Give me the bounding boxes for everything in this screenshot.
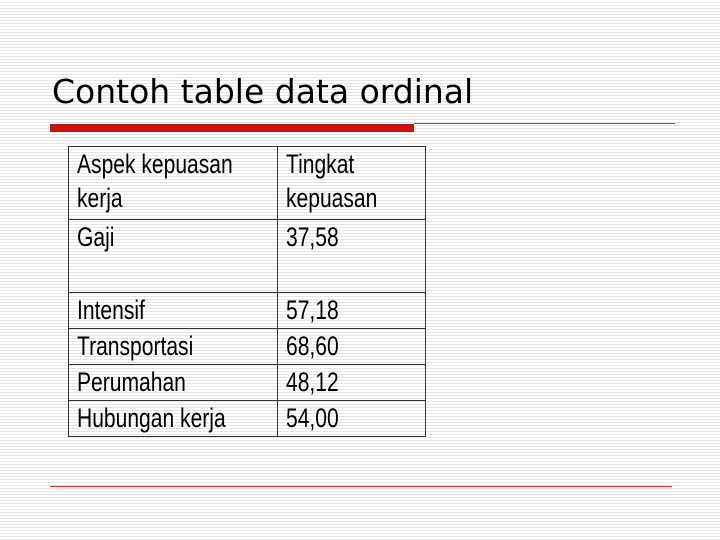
table-row: Hubungan kerja 54,00 (68, 400, 426, 437)
cell-tingkat: 57,18 (276, 292, 426, 329)
cell-aspek: Hubungan kerja (68, 400, 278, 437)
slide-title: Contoh table data ordinal (52, 72, 474, 111)
cell-tingkat: 54,00 (276, 400, 426, 437)
table-row: Intensif 57,18 (68, 292, 426, 329)
cell-aspek: Transportasi (68, 328, 278, 365)
cell-aspek: Gaji (68, 219, 278, 293)
cell-tingkat: 48,12 (276, 364, 426, 401)
cell-aspek: Perumahan (68, 364, 278, 401)
footer-divider-line (50, 486, 672, 487)
table-row: Gaji 37,58 (68, 219, 426, 293)
header-cell: Aspek kepuasan kerja (68, 146, 278, 220)
data-table: Aspek kepuasan kerja Tingkat kepuasan Gaji… (68, 146, 426, 437)
cell-tingkat: 37,58 (276, 219, 426, 293)
title-underline-bar (50, 124, 414, 132)
table-row: Transportasi 68,60 (68, 328, 426, 365)
divider-line (414, 123, 675, 124)
table-row: Perumahan 48,12 (68, 364, 426, 401)
cell-tingkat: 68,60 (276, 328, 426, 365)
table-header-row: Aspek kepuasan kerja Tingkat kepuasan (68, 146, 426, 220)
header-cell: Tingkat kepuasan (276, 146, 426, 220)
cell-aspek: Intensif (68, 292, 278, 329)
